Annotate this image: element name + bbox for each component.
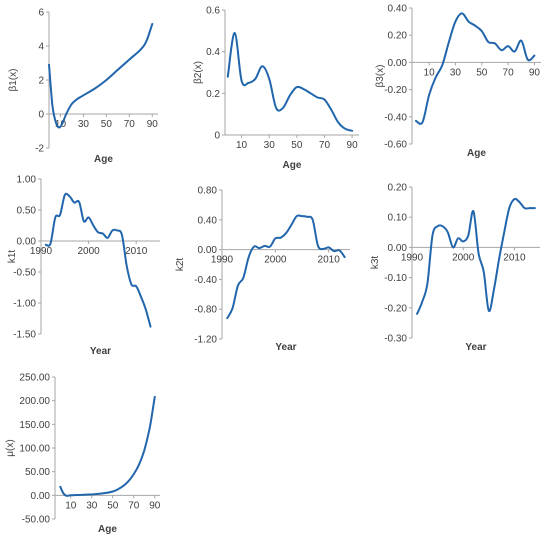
y-tick-label: -0.30 bbox=[384, 334, 407, 345]
x-tick-label: 10 bbox=[65, 500, 77, 511]
y-tick-label: 0.40 bbox=[388, 4, 408, 15]
series-line bbox=[48, 22, 154, 129]
x-tick-label: 90 bbox=[147, 119, 159, 130]
y-tick-label: -0.50 bbox=[13, 268, 36, 279]
x-tick-label: 2000 bbox=[77, 246, 100, 257]
series-line bbox=[414, 12, 536, 125]
y-tick-label: 1.00 bbox=[17, 175, 37, 186]
y-tick-label: -0.80 bbox=[194, 305, 217, 316]
x-axis-title: Age bbox=[467, 148, 486, 159]
chart-k1t: -1.50 -1.00 -0.50 0.00 0.50 1.00 1990 2000 2010 Y… bbox=[7, 175, 160, 357]
series-line bbox=[59, 395, 156, 497]
x-tick-label: 90 bbox=[529, 67, 541, 78]
y-tick-label: 0.20 bbox=[388, 31, 408, 42]
y-tick-label: -1.50 bbox=[13, 330, 36, 341]
x-axis-title: Year bbox=[90, 346, 111, 357]
x-axis-title: Age bbox=[94, 154, 113, 165]
x-axis-title: Year bbox=[275, 342, 296, 353]
x-axis-title: Year bbox=[465, 342, 486, 353]
y-tick-label: -0.20 bbox=[384, 85, 407, 96]
x-axis-title: Age bbox=[98, 524, 117, 535]
y-tick-label: 0.40 bbox=[198, 215, 218, 226]
y-tick-label: 200.00 bbox=[19, 396, 50, 407]
y-axis-title: k1t bbox=[7, 250, 18, 264]
x-tick-label: 1990 bbox=[401, 252, 424, 263]
y-tick-label: -2 bbox=[35, 144, 44, 155]
y-tick-label: 0.00 bbox=[17, 237, 37, 248]
x-tick-label: 50 bbox=[476, 67, 488, 78]
x-tick-label: 50 bbox=[101, 119, 113, 130]
y-tick-label: -0.60 bbox=[384, 140, 407, 151]
y-tick-label: 6 bbox=[38, 8, 44, 19]
series-line bbox=[226, 31, 354, 132]
y-tick-label: 0.80 bbox=[198, 186, 218, 197]
x-tick-label: 90 bbox=[149, 500, 161, 511]
y-tick-label: 0.2 bbox=[206, 89, 220, 100]
x-tick-label: 70 bbox=[128, 500, 140, 511]
x-tick-label: 90 bbox=[347, 140, 359, 151]
chart-beta2: 0 0.2 0.4 0.6 10 30 50 70 90 Age β2(x) bbox=[193, 6, 359, 171]
y-tick-label: -0.10 bbox=[384, 273, 407, 284]
y-tick-label: -0.40 bbox=[384, 112, 407, 123]
y-tick-label: -50.00 bbox=[22, 515, 51, 526]
y-tick-label: 0.20 bbox=[388, 183, 408, 194]
x-tick-label: 2000 bbox=[452, 252, 475, 263]
y-tick-label: 0.00 bbox=[198, 245, 218, 256]
y-tick-label: -0.40 bbox=[194, 275, 217, 286]
chart-beta3: -0.60 -0.40 -0.20 0.00 0.20 0.40 10 30 50 70 90 Age… bbox=[375, 4, 541, 159]
y-axis-title: β3(x) bbox=[375, 65, 386, 88]
y-tick-label: 0.00 bbox=[388, 58, 408, 69]
x-tick-label: 10 bbox=[424, 67, 436, 78]
y-tick-label: 100.00 bbox=[19, 444, 50, 455]
y-axis-title: k3t bbox=[370, 256, 381, 270]
x-tick-label: 2010 bbox=[318, 255, 341, 266]
y-tick-label: 4 bbox=[38, 42, 44, 53]
x-tick-label: 1990 bbox=[30, 246, 53, 257]
y-tick-label: 0.00 bbox=[388, 243, 408, 254]
x-tick-label: 50 bbox=[291, 140, 303, 151]
y-tick-label: -0.20 bbox=[384, 303, 407, 314]
x-tick-label: 70 bbox=[319, 140, 331, 151]
x-tick-label: 2010 bbox=[503, 252, 526, 263]
series-line bbox=[226, 214, 346, 320]
y-tick-label: 0 bbox=[38, 110, 44, 121]
y-tick-label: 0.4 bbox=[206, 47, 220, 58]
series-line bbox=[416, 197, 536, 315]
y-tick-label: 0 bbox=[214, 131, 220, 142]
x-tick-label: 10 bbox=[236, 140, 248, 151]
y-tick-label: 2 bbox=[38, 76, 44, 87]
x-tick-label: 2000 bbox=[264, 255, 287, 266]
y-tick-label: 0.50 bbox=[17, 206, 37, 217]
y-tick-label: 0.10 bbox=[388, 213, 408, 224]
x-tick-label: 70 bbox=[124, 119, 136, 130]
series-line bbox=[44, 192, 152, 328]
y-axis-title: β1(x) bbox=[8, 69, 19, 92]
y-tick-label: -1.20 bbox=[194, 335, 217, 346]
x-tick-label: 1990 bbox=[211, 255, 234, 266]
chart-mu: -50.00 0.00 50.00 100.00 150.00 200.00 250.00 1… bbox=[5, 373, 161, 536]
x-tick-label: 50 bbox=[107, 500, 119, 511]
y-tick-label: 50.00 bbox=[25, 467, 50, 478]
x-tick-label: 30 bbox=[78, 119, 90, 130]
x-tick-label: 2010 bbox=[125, 246, 148, 257]
y-axis-title: k2t bbox=[175, 258, 186, 272]
y-tick-label: 0.6 bbox=[206, 6, 220, 17]
x-tick-label: 30 bbox=[264, 140, 276, 151]
y-tick-label: 0.00 bbox=[31, 491, 51, 502]
y-axis-title: μ(x) bbox=[5, 439, 16, 456]
chart-k3t: -0.30 -0.20 -0.10 0.00 0.10 0.20 1990 2000 2010 Y… bbox=[370, 183, 540, 353]
x-tick-label: 30 bbox=[450, 67, 462, 78]
x-tick-label: 70 bbox=[503, 67, 515, 78]
y-axis-title: β2(x) bbox=[193, 61, 204, 84]
x-axis-title: Age bbox=[283, 160, 302, 171]
chart-k2t: -1.20 -0.80 -0.40 0.00 0.40 0.80 1990 2000 2010 Y… bbox=[175, 186, 350, 353]
y-tick-label: 150.00 bbox=[19, 420, 50, 431]
y-tick-label: -1.00 bbox=[13, 299, 36, 310]
x-tick-label: 30 bbox=[86, 500, 98, 511]
y-tick-label: 250.00 bbox=[19, 373, 50, 384]
